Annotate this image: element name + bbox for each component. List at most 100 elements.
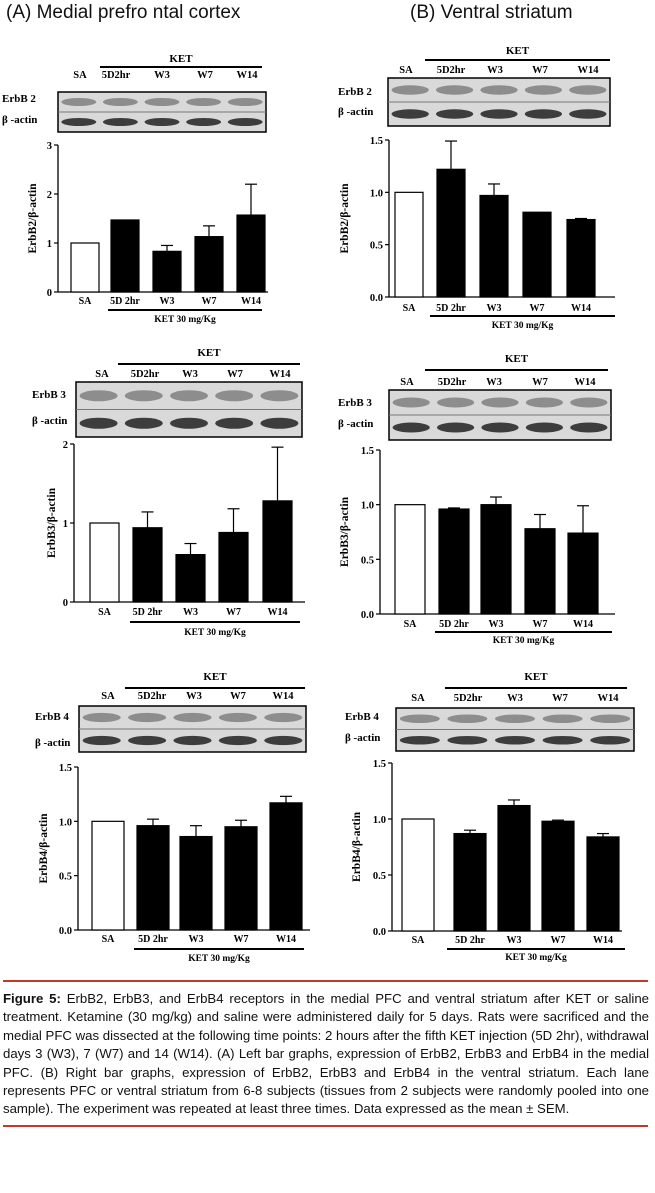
- x-tick-label: SA: [79, 296, 93, 307]
- y-tick-label: 0.5: [59, 872, 72, 883]
- lane-label: SA: [73, 70, 87, 81]
- blot-band: [569, 109, 607, 119]
- bar: [567, 532, 599, 615]
- y-axis-label: ErbB2/β-actin: [27, 183, 39, 254]
- treatment-group-label: KET 30 mg/Kg: [154, 315, 216, 325]
- x-tick-label: W7: [533, 619, 548, 630]
- blot-band: [144, 98, 180, 106]
- caption-label: Figure 5:: [3, 991, 61, 1006]
- y-axis-label: ErbB4/β-actin: [351, 811, 363, 882]
- blot-band: [215, 390, 254, 402]
- blot-band: [524, 85, 563, 95]
- figure-caption: Figure 5: ErbB2, ErbB3, and ErbB4 recept…: [0, 980, 655, 1127]
- bar: [194, 236, 224, 293]
- bar: [453, 832, 487, 932]
- x-tick-label: W3: [487, 303, 502, 314]
- blot-band: [61, 118, 97, 126]
- blot-band: [82, 712, 121, 723]
- blot-band: [79, 390, 118, 402]
- blot-band: [173, 712, 212, 723]
- lane-label: SA: [95, 369, 109, 380]
- blot-band: [170, 417, 208, 429]
- blot-band: [79, 417, 118, 429]
- y-tick-label: 1.0: [370, 188, 383, 199]
- x-tick-label: SA: [404, 619, 418, 630]
- panel-a1: KET SA 5D2hr W3 W7 W14 ErbB 2 β -actin 0 1 2 3 ErbB2…: [0, 40, 330, 335]
- panel-b1: KET SA 5D2hr W3 W7 W14 ErbB 2 β -actin 0.0 0.5 1.0…: [330, 40, 655, 340]
- blot-band: [128, 735, 167, 746]
- y-tick-label: 0.0: [59, 926, 72, 937]
- figure-svg-b2: KET SA 5D2hr W3 W7 W14 ErbB 3 β -actin 0.0 0.5 1.0…: [338, 353, 615, 646]
- x-tick-label: SA: [102, 934, 116, 945]
- blot-group-label: KET: [169, 53, 193, 65]
- blot-band: [260, 390, 299, 402]
- x-tick-label: 5D 2hr: [439, 619, 469, 630]
- y-tick-label: 1.5: [373, 759, 386, 770]
- blot-band: [218, 712, 257, 723]
- right-column-title: (B) Ventral striatum: [410, 2, 573, 23]
- panel-a2: KET SA 5D2hr W3 W7 W14 ErbB 3 β -actin 0 1 2 ErbB3/…: [0, 340, 330, 640]
- y-tick-label: 0.0: [373, 927, 386, 938]
- bar: [110, 219, 140, 293]
- blot-band: [525, 422, 564, 433]
- y-axis-label: ErbB3/β-actin: [339, 496, 351, 567]
- bar: [524, 528, 556, 615]
- x-tick-label: W3: [183, 607, 198, 618]
- x-tick-label: W14: [571, 303, 591, 314]
- blot-band: [590, 735, 631, 745]
- y-tick-label: 2: [47, 190, 52, 201]
- blot-band: [144, 118, 180, 126]
- lane-label: 5D2hr: [438, 377, 467, 388]
- bar: [436, 168, 466, 298]
- blot-group-label: KET: [524, 671, 548, 683]
- y-tick-label: 2: [63, 440, 68, 451]
- blot-band: [260, 417, 299, 429]
- blot-band: [436, 397, 475, 408]
- treatment-group-label: KET 30 mg/Kg: [505, 953, 567, 963]
- y-tick-label: 0: [63, 598, 68, 609]
- y-tick-label: 1.5: [59, 763, 72, 774]
- lane-label: 5D2hr: [102, 70, 131, 81]
- blot-group-label: KET: [506, 45, 530, 57]
- caption-body: ErbB2, ErbB3, and ErbB4 receptors in the…: [3, 991, 649, 1117]
- lane-label: W14: [598, 693, 620, 704]
- bar: [522, 211, 552, 298]
- panel-b2: KET SA 5D2hr W3 W7 W14 ErbB 3 β -actin 0.0 0.5 1.0…: [330, 345, 655, 650]
- lane-label: 5D2hr: [131, 369, 160, 380]
- bar: [401, 818, 435, 932]
- blot-group-label: KET: [505, 353, 529, 365]
- x-tick-label: W14: [573, 619, 593, 630]
- bar: [236, 214, 266, 293]
- blot-band: [170, 390, 208, 402]
- x-tick-label: W3: [489, 619, 504, 630]
- blot-band: [264, 735, 303, 746]
- panel-a3: KET SA 5D2hr W3 W7 W14 ErbB 4 β -actin 0.0 0.5 1.0…: [0, 668, 330, 973]
- y-tick-label: 0.0: [370, 293, 383, 304]
- treatment-group-label: KET 30 mg/Kg: [188, 954, 250, 964]
- x-tick-label: W14: [593, 935, 613, 946]
- bar: [175, 554, 206, 603]
- x-tick-label: 5D 2hr: [133, 607, 163, 618]
- bar: [224, 826, 258, 931]
- bar: [586, 836, 620, 932]
- lane-label: W7: [532, 65, 548, 76]
- caption-top-rule: [3, 980, 648, 982]
- lane-label: 5D2hr: [437, 65, 466, 76]
- y-tick-label: 0: [47, 288, 52, 299]
- x-tick-label: W3: [160, 296, 175, 307]
- blot-band: [102, 98, 138, 106]
- x-tick-label: W3: [507, 935, 522, 946]
- blot-row-label: ErbB 2: [338, 86, 372, 98]
- bar: [70, 242, 100, 293]
- blot-row-label: ErbB 4: [35, 711, 69, 723]
- blot-band: [435, 109, 474, 119]
- blot-band: [480, 109, 518, 119]
- bar: [136, 825, 170, 931]
- lane-label: W7: [227, 369, 243, 380]
- y-tick-label: 1: [47, 239, 52, 250]
- blot-band: [392, 397, 430, 408]
- y-tick-label: 0.5: [373, 871, 386, 882]
- blot-band: [436, 422, 475, 433]
- lane-label: W14: [578, 65, 600, 76]
- x-tick-label: W14: [241, 296, 261, 307]
